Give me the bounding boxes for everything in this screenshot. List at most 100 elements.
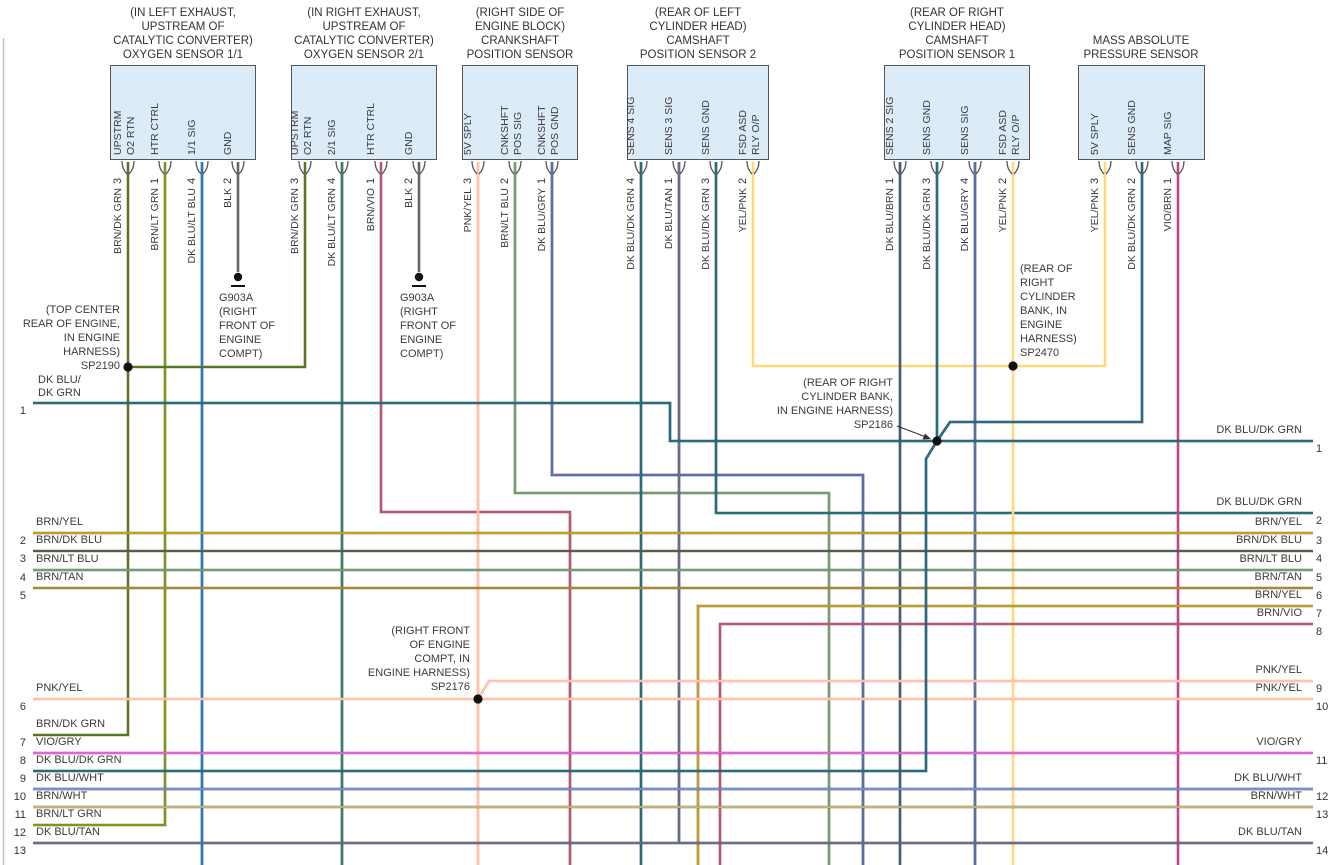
right-row-label-14: DK BLU/TAN — [1238, 826, 1302, 838]
left-row-label-7: BRN/DK GRN — [36, 718, 106, 730]
terminal-bracket-icon — [746, 160, 753, 175]
terminal-bracket-icon — [412, 160, 419, 175]
left-row-label-5: BRN/TAN — [36, 571, 84, 583]
pin-label-oxygen-sensor-1-1-2: GND — [222, 131, 234, 155]
wire-color-label-oxygen-sensor-2-1-4: DK BLU/LT GRN — [326, 188, 338, 267]
terminal-bracket-icon — [930, 160, 937, 175]
pin-number-map-sensor-2: 2 — [1126, 177, 1138, 184]
wire-color-label-camshaft-position-sensor-2-2: YEL/PNK — [737, 188, 749, 233]
splice-arrow-SP2186 — [896, 425, 927, 438]
right-row-label-9: PNK/YEL — [1255, 664, 1302, 676]
right-row-label-10: PNK/YEL — [1255, 682, 1302, 694]
right-row-number-10: 10 — [1316, 701, 1329, 713]
pin-label-oxygen-sensor-1-1-1: HTR CTRL — [149, 103, 161, 155]
wire-color-label-crankshaft-position-sensor-3: PNK/YEL — [462, 188, 474, 233]
right-row-number-6: 6 — [1316, 590, 1323, 602]
terminal-bracket-icon — [158, 160, 165, 175]
wire-stripe-row-1 — [33, 402, 1313, 442]
pin-label-camshaft-position-sensor-2-1: SENS 3 SIG — [663, 96, 675, 155]
left-row-number-11: 11 — [14, 809, 26, 821]
pin-label-oxygen-sensor-2-1-3: UPSTRM O2 RTN — [289, 110, 314, 155]
wire-stripe-row-r7 — [697, 605, 1313, 865]
wire-stripe-row-r9 — [477, 680, 1313, 700]
right-row-number-3: 3 — [1316, 535, 1323, 547]
wire-color-label-camshaft-position-sensor-1-3: DK BLU/DK GRN — [921, 188, 933, 270]
terminal-bracket-icon — [471, 160, 478, 175]
terminal-bracket-icon — [672, 160, 679, 175]
terminal-bracket-icon — [128, 160, 135, 175]
component-title-camshaft-position-sensor-1: (REAR OF RIGHT CYLINDER HEAD) CAMSHAFT P… — [898, 7, 1016, 61]
terminal-bracket-icon — [508, 160, 515, 175]
right-row-number-2: 2 — [1316, 515, 1323, 527]
terminal-bracket-icon — [202, 160, 209, 175]
right-row-number-11: 11 — [1316, 755, 1328, 767]
pin-number-camshaft-position-sensor-2-1: 1 — [663, 177, 675, 184]
terminal-bracket-icon — [1178, 160, 1185, 175]
pin-number-oxygen-sensor-2-1-3: 3 — [289, 177, 301, 184]
pin-number-camshaft-position-sensor-2-4: 4 — [625, 177, 637, 184]
terminal-bracket-icon — [937, 160, 944, 175]
terminal-bracket-icon — [1006, 160, 1013, 175]
pin-label-map-sensor-3: 5V SPLY — [1089, 113, 1101, 155]
right-row-number-14: 14 — [1316, 845, 1329, 857]
terminal-bracket-icon — [238, 160, 245, 175]
pin-number-crankshaft-position-sensor-3: 3 — [462, 177, 474, 184]
terminal-bracket-icon — [716, 160, 723, 175]
left-row-label-6: PNK/YEL — [36, 682, 83, 694]
right-row-label-3: BRN/YEL — [1254, 516, 1302, 528]
wire-color-label-camshaft-position-sensor-1-4: DK BLU/GRY — [959, 188, 971, 252]
terminal-bracket-icon — [975, 160, 982, 175]
terminal-bracket-icon — [753, 160, 760, 175]
pin-number-oxygen-sensor-2-1-4: 4 — [326, 177, 338, 184]
pin-label-crankshaft-position-sensor-3: 5V SPLY — [462, 113, 474, 155]
connector-box-camshaft-position-sensor-2 — [627, 65, 769, 160]
right-row-label-1: DK BLU/DK GRN — [1216, 424, 1302, 436]
ground-symbol-icon-ground-g903a-1 — [233, 272, 243, 282]
terminal-bracket-icon — [335, 160, 342, 175]
left-row-label-2: BRN/YEL — [36, 516, 84, 528]
pin-number-camshaft-position-sensor-2-3: 3 — [700, 177, 712, 184]
wire-color-label-oxygen-sensor-1-1-2: BLK — [222, 188, 234, 208]
pin-label-oxygen-sensor-2-1-2: GND — [403, 131, 415, 155]
wire-color-label-map-sensor-1: VIO/BRN — [1162, 188, 1174, 232]
pin-number-oxygen-sensor-2-1-2: 2 — [403, 177, 415, 184]
terminal-bracket-icon — [1135, 160, 1142, 175]
right-row-number-13: 13 — [1316, 809, 1329, 821]
terminal-bracket-icon — [342, 160, 349, 175]
pin-number-crankshaft-position-sensor-2: 2 — [499, 177, 511, 184]
left-row-number-7: 7 — [19, 737, 26, 749]
wire-color-label-camshaft-position-sensor-1-2: YEL/PNK — [997, 188, 1009, 233]
pin-label-map-sensor-2: SENS GND — [1126, 100, 1138, 155]
left-row-label-9: DK BLU/DK GRN — [36, 754, 122, 766]
right-row-number-9: 9 — [1316, 683, 1323, 695]
terminal-bracket-icon — [1098, 160, 1105, 175]
terminal-bracket-icon — [419, 160, 426, 175]
wire-cmp2-sens-gnd-row2 — [714, 162, 1313, 515]
wire-stripe-ckp-pos-sig — [514, 162, 830, 865]
pin-label-camshaft-position-sensor-2-2: FSD ASD RLY O/P — [737, 110, 762, 155]
wire-stripe-o2s11-upstrm-o2-rtn — [33, 162, 129, 736]
component-title-crankshaft-position-sensor: (RIGHT SIDE OF ENGINE BLOCK) CRANKSHAFT … — [466, 7, 574, 61]
splice-dot-SP2186 — [932, 436, 942, 446]
splice-arrowhead-icon-SP2186 — [922, 433, 931, 440]
left-row-label-3: BRN/DK BLU — [36, 534, 103, 546]
ground-note-ground-g903a-2: G903A (RIGHT FRONT OF ENGINE COMPT) — [400, 292, 457, 360]
terminal-bracket-icon — [641, 160, 648, 175]
pin-number-camshaft-position-sensor-1-4: 4 — [959, 177, 971, 184]
left-row-number-5: 5 — [19, 590, 26, 602]
wire-stripe-cmp2-fsd-asd — [752, 162, 1013, 367]
splice-note-SP2186: (REAR OF RIGHT CYLINDER BANK, IN ENGINE … — [776, 377, 893, 431]
right-row-label-8: BRN/VIO — [1256, 607, 1302, 619]
terminal-bracket-icon — [634, 160, 641, 175]
left-row-number-3: 3 — [19, 553, 26, 565]
pin-label-oxygen-sensor-2-1-1: HTR CTRL — [365, 103, 377, 155]
row1-left-wire-label: DK BLU/ DK GRN — [38, 374, 81, 399]
terminal-bracket-icon — [165, 160, 172, 175]
terminal-bracket-icon — [1105, 160, 1112, 175]
right-row-number-5: 5 — [1316, 572, 1323, 584]
left-row-number-12: 12 — [13, 827, 26, 839]
splice-dot-SP2176 — [473, 694, 483, 704]
connector-box-oxygen-sensor-2-1 — [291, 65, 437, 160]
